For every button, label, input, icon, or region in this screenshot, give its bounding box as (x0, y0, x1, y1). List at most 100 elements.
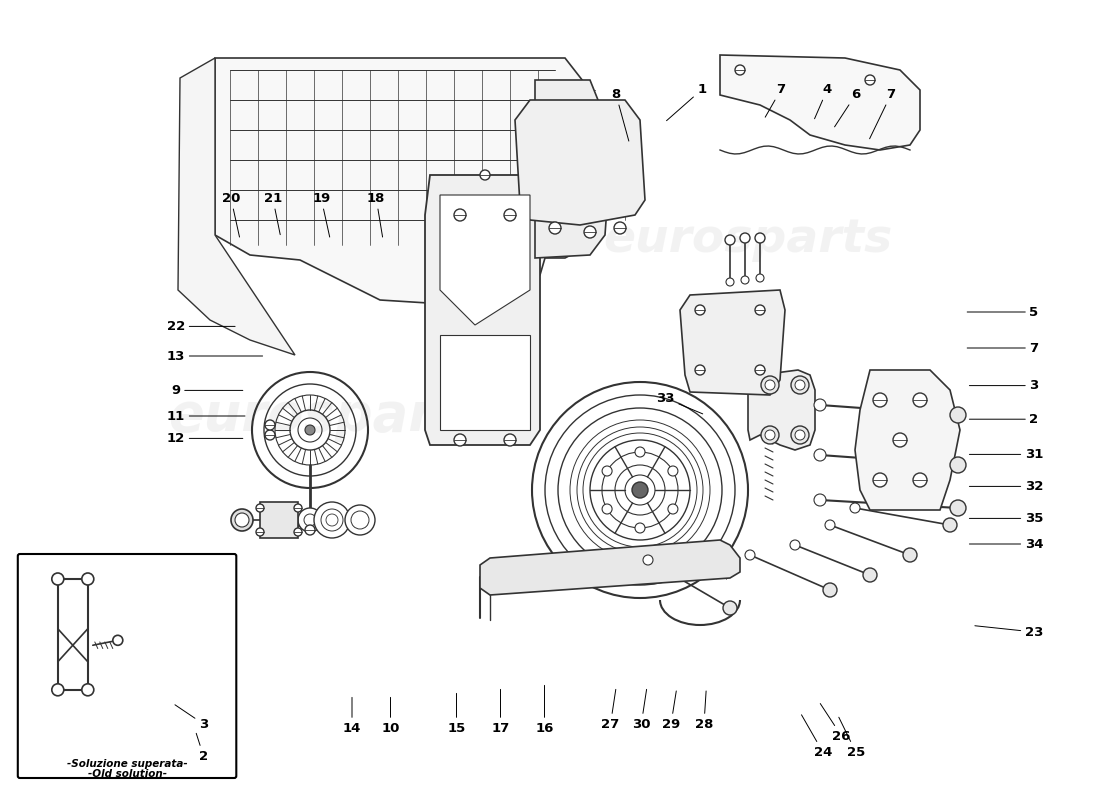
Circle shape (695, 305, 705, 315)
Circle shape (584, 226, 596, 238)
Circle shape (950, 457, 966, 473)
Circle shape (454, 434, 466, 446)
Polygon shape (535, 80, 611, 258)
Circle shape (761, 426, 779, 444)
Text: 28: 28 (695, 691, 713, 730)
Circle shape (668, 466, 678, 476)
Text: 7: 7 (967, 342, 1038, 354)
Circle shape (635, 523, 645, 533)
Circle shape (635, 447, 645, 457)
Circle shape (265, 420, 275, 430)
Circle shape (755, 365, 764, 375)
Circle shape (504, 434, 516, 446)
Polygon shape (480, 540, 740, 595)
Text: 17: 17 (492, 690, 509, 734)
Circle shape (632, 482, 648, 498)
Text: 30: 30 (632, 690, 650, 730)
Circle shape (943, 518, 957, 532)
Circle shape (480, 170, 490, 180)
Circle shape (903, 548, 917, 562)
Circle shape (873, 473, 887, 487)
Circle shape (314, 502, 350, 538)
Text: 21: 21 (264, 192, 282, 234)
Circle shape (231, 509, 253, 531)
Circle shape (305, 425, 315, 435)
Circle shape (723, 601, 737, 615)
Text: 3: 3 (969, 379, 1038, 392)
Polygon shape (515, 100, 645, 225)
Circle shape (755, 233, 764, 243)
Polygon shape (260, 502, 298, 538)
Polygon shape (680, 290, 785, 395)
Text: 3: 3 (175, 705, 208, 730)
Text: 18: 18 (367, 192, 385, 237)
Text: 16: 16 (536, 686, 553, 734)
Polygon shape (440, 335, 530, 430)
Circle shape (668, 504, 678, 514)
Circle shape (321, 509, 343, 531)
Circle shape (294, 528, 302, 536)
Text: 2: 2 (196, 734, 208, 762)
Polygon shape (214, 58, 590, 305)
Circle shape (735, 65, 745, 75)
Text: 10: 10 (382, 698, 399, 734)
Text: 31: 31 (969, 448, 1043, 461)
Text: -Soluzione superata-: -Soluzione superata- (67, 759, 187, 769)
Text: 35: 35 (969, 512, 1043, 525)
Circle shape (52, 684, 64, 696)
Polygon shape (55, 624, 110, 650)
Text: -Old solution-: -Old solution- (88, 769, 166, 779)
Circle shape (52, 573, 64, 585)
Circle shape (950, 407, 966, 423)
Text: 8: 8 (612, 88, 629, 141)
Text: 32: 32 (969, 480, 1043, 493)
Text: 22: 22 (167, 320, 235, 333)
Circle shape (764, 430, 776, 440)
Text: 7: 7 (766, 83, 785, 117)
Circle shape (790, 540, 800, 550)
Circle shape (764, 380, 776, 390)
Circle shape (814, 399, 826, 411)
Text: 11: 11 (167, 410, 245, 422)
Circle shape (745, 550, 755, 560)
Circle shape (351, 511, 369, 529)
Polygon shape (720, 55, 920, 150)
Circle shape (504, 209, 516, 221)
Text: 23: 23 (975, 626, 1043, 638)
Circle shape (81, 684, 94, 696)
Text: eurosparts: eurosparts (604, 218, 892, 262)
Circle shape (913, 473, 927, 487)
Circle shape (602, 466, 612, 476)
Polygon shape (425, 175, 540, 445)
Circle shape (454, 209, 466, 221)
Circle shape (873, 393, 887, 407)
Circle shape (756, 274, 764, 282)
Text: 4: 4 (815, 83, 832, 118)
Circle shape (81, 573, 94, 585)
Text: 19: 19 (312, 192, 330, 237)
Circle shape (814, 449, 826, 461)
Text: 15: 15 (448, 694, 465, 734)
Circle shape (850, 503, 860, 513)
FancyBboxPatch shape (18, 554, 236, 778)
Circle shape (235, 513, 249, 527)
Circle shape (761, 376, 779, 394)
Text: 33: 33 (657, 392, 703, 414)
Circle shape (893, 433, 907, 447)
Text: 34: 34 (969, 538, 1043, 550)
Circle shape (644, 555, 653, 565)
Circle shape (795, 380, 805, 390)
Text: 6: 6 (835, 88, 860, 127)
Circle shape (726, 278, 734, 286)
Circle shape (741, 276, 749, 284)
Circle shape (294, 504, 302, 512)
Text: 9: 9 (172, 384, 243, 397)
Text: 12: 12 (167, 432, 243, 445)
Circle shape (814, 494, 826, 506)
Polygon shape (440, 195, 530, 325)
Text: 24: 24 (802, 715, 832, 758)
Circle shape (298, 508, 322, 532)
Circle shape (740, 233, 750, 243)
Circle shape (950, 500, 966, 516)
Text: 29: 29 (662, 691, 680, 730)
